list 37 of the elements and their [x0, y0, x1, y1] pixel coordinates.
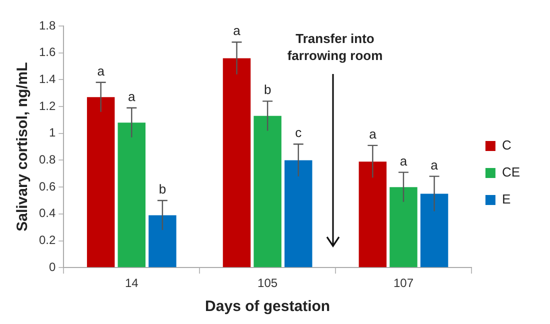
annotation: a	[430, 157, 439, 172]
y-axis-title: Salivary cortisol, ng/mL	[14, 62, 32, 232]
annotation: a	[369, 126, 378, 142]
annotation: c	[295, 125, 302, 140]
x-tick-label: 105	[258, 276, 278, 290]
bar	[86, 97, 115, 268]
bar	[118, 122, 146, 268]
annotation: a	[400, 153, 408, 168]
bar	[390, 187, 418, 268]
x-tick-label: 14	[124, 276, 139, 290]
y-tick-label: 0.4	[38, 206, 56, 220]
y-tick-label: 1.4	[38, 72, 56, 86]
bar	[358, 162, 387, 268]
x-tick-label: 107	[393, 276, 414, 290]
annotation: Transfer into farrowing room	[286, 30, 384, 64]
y-tick-label: 0.6	[38, 179, 56, 194]
y-tick-label: 1	[48, 126, 56, 140]
legend-label: E	[502, 192, 511, 207]
y-tick-label: 0	[48, 260, 56, 274]
bar	[222, 58, 251, 268]
bar	[420, 194, 448, 268]
x-axis-title: Days of gestation	[205, 298, 330, 316]
y-tick-label: 1.2	[38, 98, 56, 113]
annotation: b	[264, 82, 272, 98]
bar	[284, 160, 312, 268]
legend-label: C	[502, 138, 512, 153]
annotation: b	[158, 182, 166, 197]
y-tick-label: 0.2	[38, 233, 56, 248]
bar	[148, 215, 176, 268]
y-tick-label: 0.8	[38, 152, 56, 167]
annotation: a	[128, 88, 136, 104]
annotation: a	[233, 23, 242, 38]
y-tick-label: 1.8	[38, 18, 56, 32]
bar	[254, 116, 282, 268]
annotation: a	[97, 63, 106, 78]
legend-label: CE	[502, 164, 520, 180]
y-tick-label: 1.6	[38, 45, 56, 60]
